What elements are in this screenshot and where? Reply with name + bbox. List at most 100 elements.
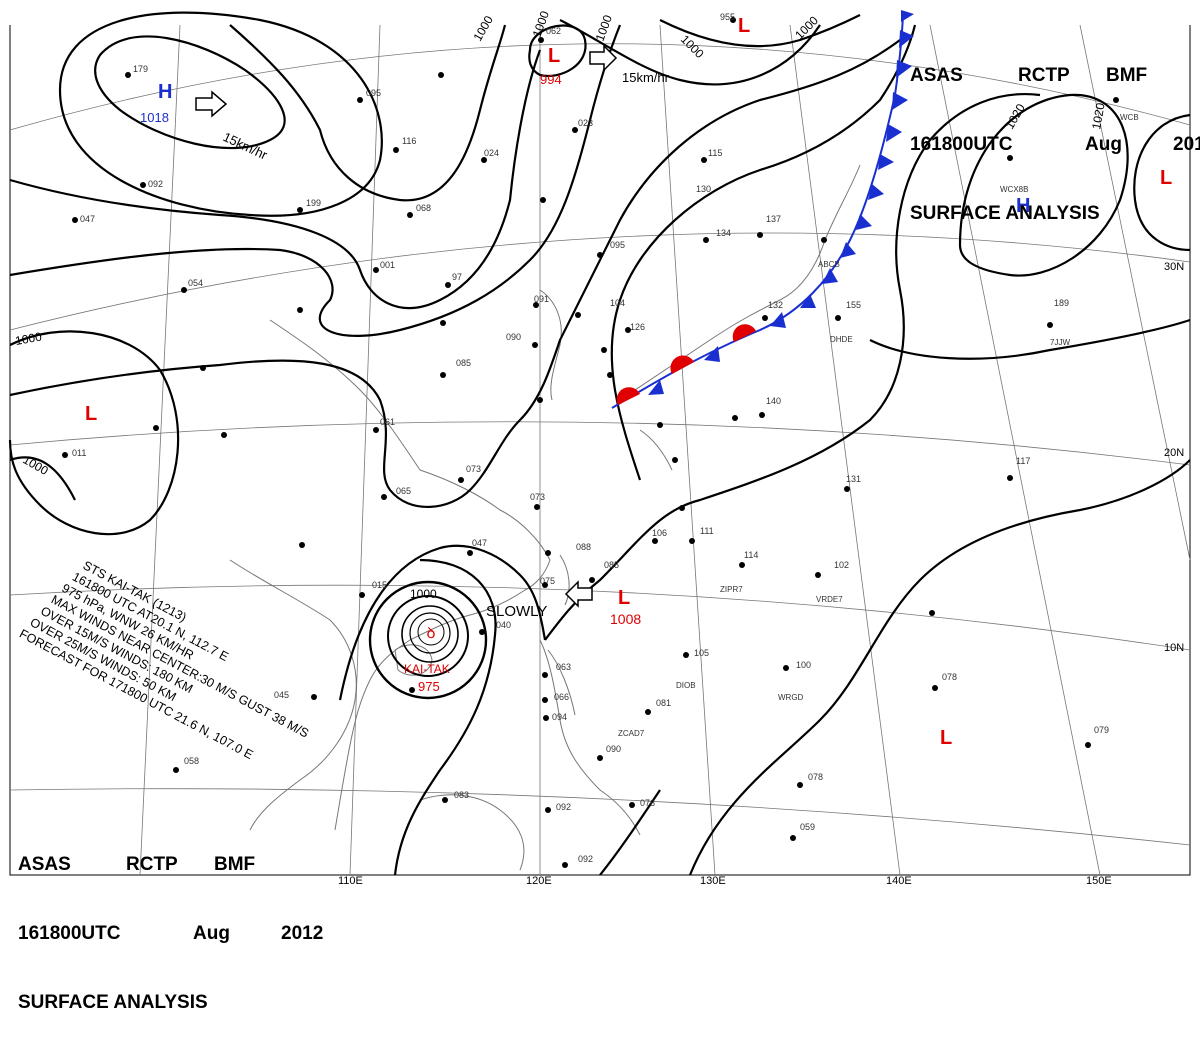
cold-front-triangle (800, 294, 816, 308)
station-dot (538, 37, 544, 43)
station-number: 102 (834, 560, 849, 570)
coast-luzon (547, 649, 576, 716)
station-number: 134 (716, 228, 731, 238)
footer-row-1: ASAS RCTP BMF (18, 853, 323, 876)
meridian-150e (929, 24, 1101, 876)
cold-front-triangle (856, 214, 872, 230)
station-number: 137 (766, 214, 781, 224)
station-number: 091 (534, 294, 549, 304)
station-number: 095 (366, 88, 381, 98)
low-center-marker: L (618, 587, 630, 609)
coast-china (269, 319, 551, 831)
typhoon-ring-1000 (368, 580, 488, 700)
station-dot (140, 182, 146, 188)
footer-row-3: SURFACE ANALYSIS (18, 991, 323, 1014)
station-dot (543, 715, 549, 721)
header-row-3: SURFACE ANALYSIS (910, 202, 1200, 225)
station-dot (440, 320, 446, 326)
station-number: 047 (80, 214, 95, 224)
station-number: 130 (696, 184, 711, 194)
typhoon-ring-4 (409, 612, 451, 654)
meridian-110e (349, 24, 381, 876)
typhoon-pressure: 975 (418, 679, 440, 694)
cold-front-triangle (648, 380, 664, 395)
station-dot (597, 252, 603, 258)
station-dot (545, 807, 551, 813)
station-id: VRDE7 (816, 595, 843, 604)
station-dot (759, 412, 765, 418)
station-dot (542, 672, 548, 678)
isobar-h1018-mid (58, 11, 383, 217)
station-dot (442, 797, 448, 803)
station-dot (572, 127, 578, 133)
movement-label-typhoon: SLOWLY (486, 603, 547, 620)
station-dot (739, 562, 745, 568)
latitude-labels: 30N 20N 10N (1164, 261, 1184, 654)
cold-front-triangle (878, 154, 894, 170)
header-office: BMF (1106, 65, 1148, 86)
station-number: 085 (604, 560, 619, 570)
high-center-value: 1018 (140, 110, 169, 125)
station-number: 116 (402, 136, 416, 146)
header-agency: ASAS (910, 65, 963, 86)
station-number: 131 (846, 474, 861, 484)
station-dot (542, 582, 548, 588)
station-id: WRGD (778, 693, 804, 702)
station-number: 155 (846, 300, 861, 310)
coast-hainan (394, 644, 433, 676)
station-dot (762, 315, 768, 321)
low-center-marker: L (85, 403, 97, 425)
longitude-label: 110E (338, 875, 363, 887)
station-dot (1047, 322, 1053, 328)
isobar-label: 1000 (14, 329, 43, 347)
station-number: 106 (652, 528, 667, 538)
station-dot (533, 302, 539, 308)
warm-front-bump (732, 324, 756, 342)
station-number: 015 (372, 580, 387, 590)
meridian-100e (139, 24, 181, 876)
station-number: 179 (133, 64, 148, 74)
station-number: 068 (416, 203, 431, 213)
station-number: 092 (556, 802, 571, 812)
station-dot (757, 232, 763, 238)
low-center-value: 1008 (610, 611, 641, 627)
pressure-centers: H 1018 L 994 L L H L L 1008 L (85, 15, 1172, 749)
station-dot (373, 267, 379, 273)
coast-philippines (539, 639, 641, 836)
header-row-2: 161800UTC Aug 2012 (910, 133, 1200, 156)
station-dot (540, 197, 546, 203)
station-number: 189 (1054, 298, 1069, 308)
isobar-1000-west-ring (8, 330, 180, 536)
station-number: 061 (380, 417, 395, 427)
header-row-1: ASAS RCTP BMF (910, 64, 1200, 87)
weather-map: ꝺ (8, 8, 1191, 887)
station-numbers: 179 092 047 054 095 116 199 001 97 024 0… (72, 12, 1109, 864)
station-number: 073 (466, 464, 481, 474)
longitude-labels: 110E 120E 130E 140E 150E (338, 875, 1112, 887)
station-number: 076 (640, 798, 655, 808)
typhoon-ring-5 (417, 618, 445, 646)
station-dot (373, 427, 379, 433)
station-number: 090 (506, 332, 521, 342)
station-id: DIOB (676, 681, 696, 690)
longitude-label: 150E (1086, 875, 1112, 887)
cold-front-triangle (901, 10, 914, 22)
station-dot (409, 687, 415, 693)
station-id: ABCB (818, 260, 840, 269)
isobar-label: 1020 (1089, 101, 1107, 130)
station-dot (562, 862, 568, 868)
station-dot (730, 17, 736, 23)
isobar-1000-east-2 (659, 14, 861, 48)
station-number: 140 (766, 396, 781, 406)
latitude-label: 30N (1164, 261, 1184, 273)
station-dot (575, 312, 581, 318)
station-dot (153, 425, 159, 431)
station-dot (311, 694, 317, 700)
station-dot (652, 538, 658, 544)
cold-front-triangle (822, 268, 838, 284)
station-dot (689, 538, 695, 544)
station-number: 114 (744, 550, 758, 560)
station-dot (797, 782, 803, 788)
coast-borneo (419, 794, 525, 871)
cold-front-triangle (770, 312, 786, 328)
